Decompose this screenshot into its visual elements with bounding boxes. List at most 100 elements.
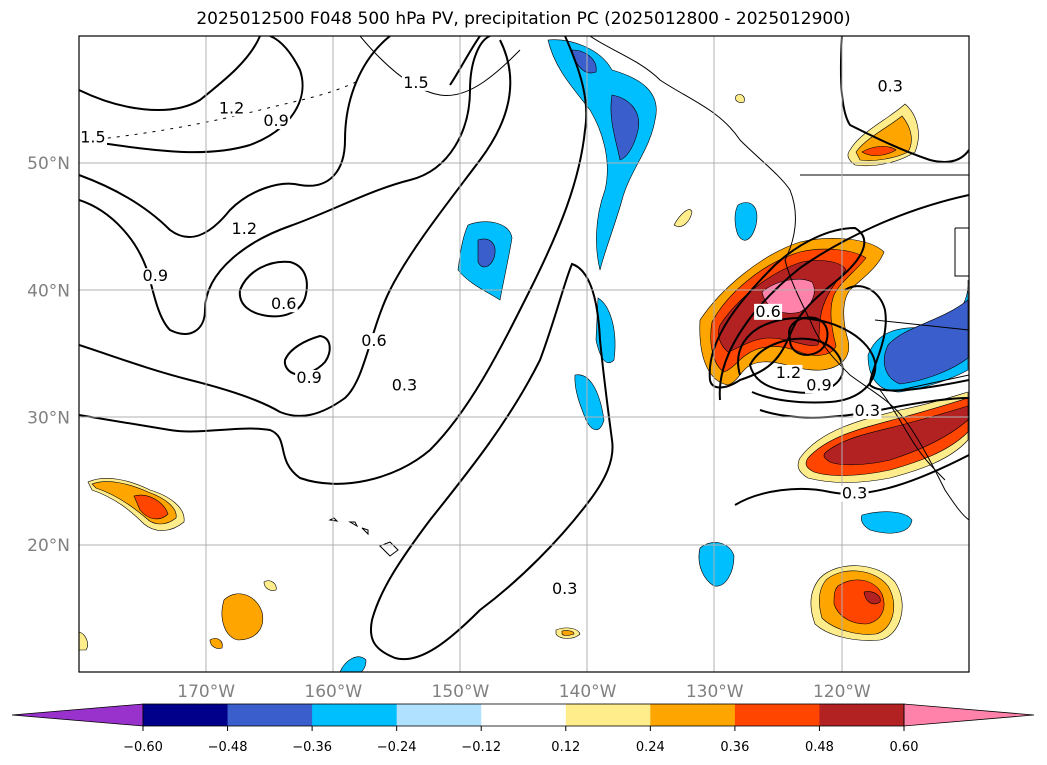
pv-contour-line <box>79 36 391 239</box>
precip-positive-core <box>861 146 897 156</box>
aleutian-islands <box>89 79 361 141</box>
contour-label: 0.9 <box>296 368 321 387</box>
contour-label: 0.3 <box>877 77 902 96</box>
contour-label: 0.9 <box>806 376 831 395</box>
lon-tick-label: 120°W <box>813 682 871 702</box>
pv-contour-line <box>449 36 481 86</box>
graticule <box>79 36 969 672</box>
precip-negative-area <box>860 511 913 534</box>
contour-label: 0.9 <box>143 266 168 285</box>
colorbar-segment <box>481 704 567 726</box>
north-america-coast <box>589 36 969 521</box>
contour-label-bg <box>217 100 246 117</box>
precip-negative-core <box>477 238 496 268</box>
precip-positive-area <box>79 631 88 651</box>
coastlines <box>89 36 969 557</box>
pv-contour-labels: 1.2 0.9 1.5 1.5 1.2 0.9 0.6 0.9 0.6 0.3 0.3 0.6 1.2 0… <box>79 73 905 598</box>
lat-tick-label: 50°N <box>27 154 70 174</box>
lon-tick-label: 150°W <box>432 682 490 702</box>
contour-label: 0.3 <box>552 579 577 598</box>
lat-tick-label: 20°N <box>27 536 70 556</box>
colorbar-tick-label: −0.24 <box>377 740 417 755</box>
colorbar-tick-label: 0.36 <box>720 740 749 755</box>
colorbar-ticks: −0.60 −0.48 −0.36 −0.24 −0.12 0.12 0.24 0.36 0.4… <box>123 726 918 755</box>
contour-label-bg <box>295 369 324 386</box>
contour-label: 0.9 <box>263 111 288 130</box>
lon-tick-label: 130°W <box>686 682 744 702</box>
latitude-axis: 50°N 40°N 30°N 20°N <box>27 154 70 556</box>
precip-negative-area <box>574 374 605 431</box>
pv-contour-line <box>79 36 588 485</box>
colorbar-segment <box>650 704 736 726</box>
colorbar-extend-low <box>11 703 144 727</box>
colorbar-tick-label: −0.36 <box>292 740 332 755</box>
contour-label-bg <box>840 485 869 502</box>
pv-contour-line <box>734 454 969 506</box>
colorbar-tick-label: −0.60 <box>123 740 163 755</box>
contour-label-bg <box>262 113 291 130</box>
colorbar-tick-label: 0.24 <box>636 740 665 755</box>
contour-label: 1.5 <box>403 73 428 92</box>
precip-positive-area <box>673 209 693 227</box>
contour-label-bg <box>754 303 783 320</box>
precip-negative-core <box>610 94 639 161</box>
lat-tick-label: 40°N <box>27 281 70 301</box>
lon-tick-label: 170°W <box>177 682 235 702</box>
colorbar-segment <box>396 704 482 726</box>
colorbar-segment <box>312 704 398 726</box>
gulf-of-california-coast <box>879 389 946 481</box>
contour-label-bg <box>269 296 298 313</box>
pv-contour-line <box>238 260 308 318</box>
contour-label-bg <box>804 377 833 394</box>
precip-negative-area <box>547 39 657 271</box>
precip-positive-core <box>133 494 169 520</box>
lon-tick-label: 160°W <box>304 682 362 702</box>
contour-label: 0.6 <box>755 302 780 321</box>
southwest-us-border <box>874 319 969 331</box>
colorbar-segment <box>227 704 313 726</box>
contour-label-bg <box>550 581 579 598</box>
colorbar-frame <box>142 703 905 727</box>
colorbar-tick-label: 0.12 <box>551 740 580 755</box>
contour-label-bg <box>359 333 388 350</box>
contour-label: 0.3 <box>842 484 867 503</box>
contour-label-bg <box>853 403 882 420</box>
us-mexico-border <box>899 374 969 391</box>
pv-contour-line <box>79 39 512 417</box>
colorbar-tick-label: −0.12 <box>461 740 501 755</box>
colorbar-segment <box>819 704 905 726</box>
pv-contour-line <box>283 334 331 376</box>
lon-tick-label: 140°W <box>559 682 617 702</box>
contour-label: 1.5 <box>80 128 105 147</box>
precip-negative-core <box>884 299 969 385</box>
colorbar-extend-high <box>903 703 1035 727</box>
colorbar-segment <box>734 704 820 726</box>
contour-label-bg <box>401 74 430 91</box>
map-panel: 1.2 0.9 1.5 1.5 1.2 0.9 0.6 0.9 0.6 0.3 0.3 0.6 1.2 0… <box>79 36 969 672</box>
map-frame <box>78 35 970 673</box>
pv-contour-line <box>844 285 969 392</box>
precip-shading <box>79 39 969 672</box>
precip-positive-area <box>823 405 969 466</box>
contour-label: 0.6 <box>271 294 296 313</box>
chart-title: 2025012500 F048 500 hPa PV, precipitatio… <box>196 9 851 29</box>
contour-label: 0.3 <box>392 376 417 395</box>
hawaii-islands <box>328 517 399 557</box>
contour-label: 0.6 <box>361 331 386 350</box>
colorbar <box>11 703 1035 727</box>
precip-positive-area <box>561 630 575 636</box>
inset-box <box>954 227 969 277</box>
precip-positive-area <box>263 580 277 591</box>
longitude-axis: 170°W 160°W 150°W 140°W 130°W 120°W <box>177 682 871 702</box>
alaska-coast <box>359 36 521 97</box>
pv-contour-line <box>737 316 877 404</box>
pv-contour-line <box>718 194 969 401</box>
contour-label: 1.2 <box>776 363 801 382</box>
colorbar-segment <box>143 704 229 726</box>
precip-negative-area <box>734 202 758 241</box>
contour-label-bg <box>230 221 259 238</box>
precip-positive-area <box>735 94 745 103</box>
pv-contour-line <box>370 262 614 661</box>
contour-label-bg <box>876 78 905 95</box>
pv-contours <box>79 36 969 661</box>
